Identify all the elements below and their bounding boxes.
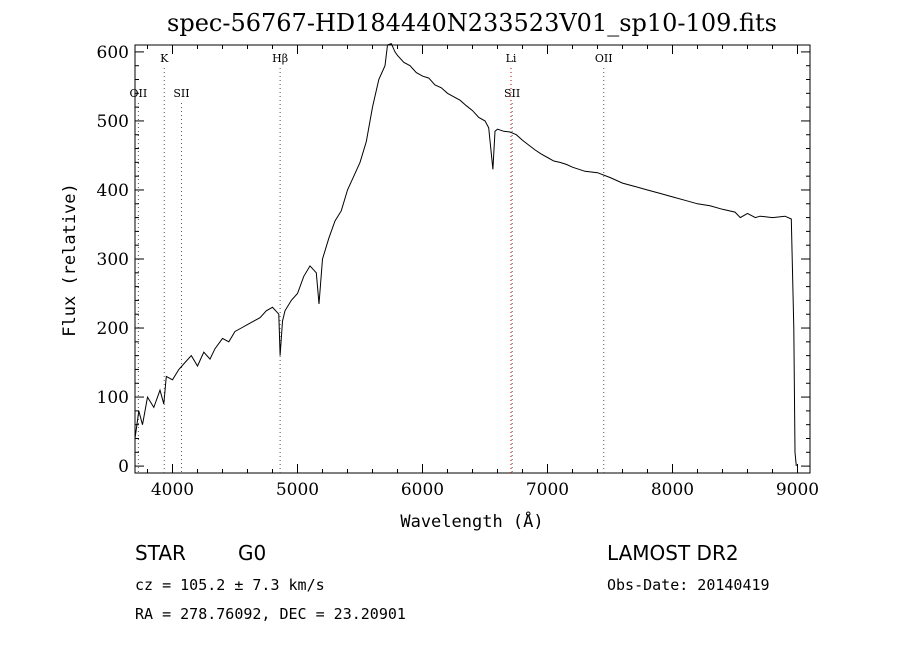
chart-title: spec-56767-HD184440N233523V01_sp10-109.f… <box>167 9 777 37</box>
y-axis-label: Flux (relative) <box>60 183 80 337</box>
x-tick-label: 4000 <box>151 480 194 500</box>
x-tick-label: 6000 <box>401 480 444 500</box>
axis-ticks: 4000 5000 6000 7000 8000 9000 0 100 200 300 400 500… <box>97 43 820 500</box>
redshift-velocity: cz = 105.2 ± 7.3 km/s <box>135 576 325 594</box>
x-tick-label: 7000 <box>526 480 569 500</box>
y-tick-label: 100 <box>97 388 129 408</box>
object-type: STAR <box>135 541 186 565</box>
x-axis-label: Wavelength (Å) <box>400 510 543 532</box>
y-tick-label: 0 <box>118 457 129 477</box>
spectral-line-label: OII <box>595 52 613 65</box>
spectral-line-label: K <box>160 52 169 65</box>
plot-frame <box>134 44 811 474</box>
y-tick-label: 300 <box>97 250 129 270</box>
spectral-subclass: G0 <box>238 541 266 565</box>
y-tick-label: 600 <box>97 43 129 63</box>
x-tick-label: 5000 <box>276 480 319 500</box>
y-tick-label: 500 <box>97 112 129 132</box>
y-tick-label: 200 <box>97 319 129 339</box>
spectral-line-label: SII <box>504 87 520 100</box>
spectral-line-label: Li <box>506 52 517 65</box>
y-tick-label: 400 <box>97 181 129 201</box>
survey-name: LAMOST DR2 <box>607 541 739 565</box>
spectral-line-label: SII <box>173 87 189 100</box>
spectrum-line <box>134 42 797 467</box>
sky-coordinates: RA = 278.76092, DEC = 23.20901 <box>135 605 406 623</box>
observation-date: Obs-Date: 20140419 <box>607 576 770 594</box>
spectral-line-label: Hβ <box>272 52 288 65</box>
x-tick-label: 8000 <box>651 480 694 500</box>
x-tick-label: 9000 <box>776 480 819 500</box>
